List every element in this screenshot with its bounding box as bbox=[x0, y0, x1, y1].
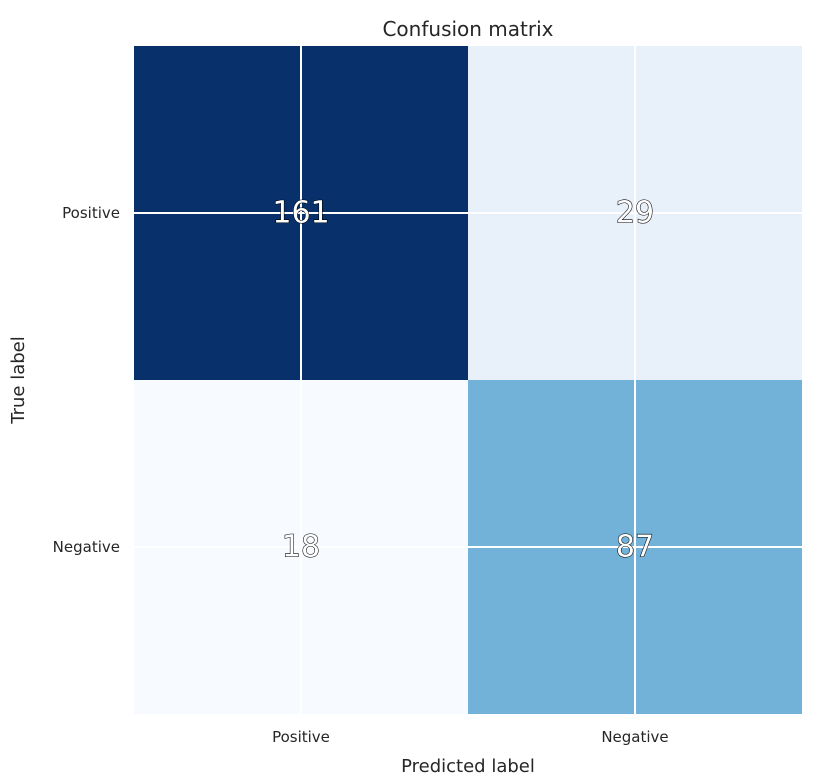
cell-value-positive-negative: 29 bbox=[616, 196, 654, 231]
heatmap-cells bbox=[134, 46, 802, 714]
cell-value-labels: 161 29 18 87 bbox=[272, 195, 655, 565]
chart-title: Confusion matrix bbox=[382, 17, 553, 41]
x-tick-label-positive: Positive bbox=[272, 728, 330, 746]
y-tick-label-negative: Negative bbox=[53, 538, 120, 556]
cell-value-negative-negative: 87 bbox=[616, 530, 654, 565]
grid-lines bbox=[134, 46, 802, 714]
x-tick-label-negative: Negative bbox=[601, 728, 668, 746]
x-tick-labels: Positive Negative bbox=[272, 728, 669, 746]
cell-value-positive-positive: 161 bbox=[272, 196, 329, 231]
cell-value-negative-positive: 18 bbox=[282, 530, 320, 565]
y-tick-label-positive: Positive bbox=[62, 204, 120, 222]
y-tick-labels: Positive Negative bbox=[53, 204, 120, 556]
y-axis-label: True label bbox=[8, 336, 29, 425]
x-axis-label: Predicted label bbox=[401, 756, 535, 777]
